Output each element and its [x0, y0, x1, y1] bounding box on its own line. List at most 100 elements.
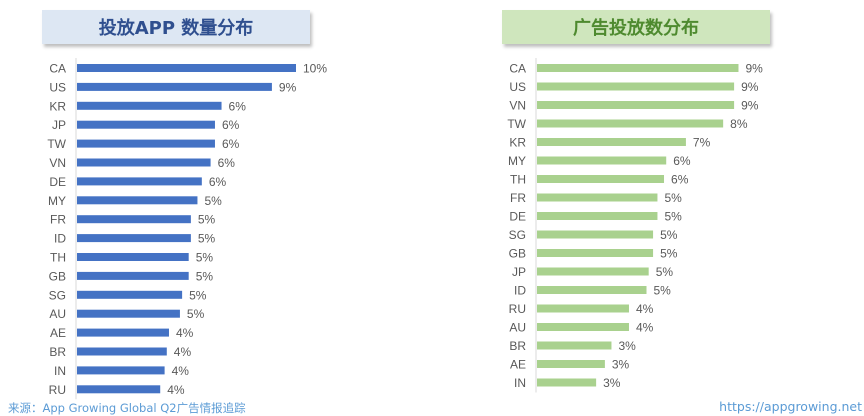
left-bar-ca	[77, 64, 296, 72]
right-bar-kr	[537, 138, 686, 146]
right-bar-in	[537, 378, 597, 387]
left-category-label: KR	[49, 99, 66, 113]
left-data-label: 5%	[189, 288, 207, 302]
right-bar-us	[537, 82, 735, 91]
left-bar-gb	[77, 271, 189, 280]
left-bar-th	[77, 253, 189, 261]
left-category-label: RU	[49, 383, 66, 397]
left-category-label: AE	[50, 326, 66, 340]
right-category-label: DE	[509, 210, 526, 224]
left-chart-title: 投放APP 数量分布	[42, 10, 310, 44]
left-data-label: 5%	[196, 269, 214, 283]
left-category-label: VN	[49, 156, 66, 170]
right-data-label: 5%	[654, 284, 672, 298]
right-bar-vn	[537, 101, 735, 109]
left-data-label: 6%	[222, 137, 240, 151]
source-note: 来源：App Growing Global Q2广告情报追踪	[8, 401, 246, 415]
right-bar-de	[537, 212, 658, 220]
left-data-label: 6%	[222, 118, 240, 132]
left-category-label: JP	[52, 118, 66, 132]
left-bar-fr	[77, 215, 191, 224]
right-data-label: 6%	[673, 154, 691, 168]
left-bar-in	[77, 366, 165, 375]
right-bar-sg	[537, 230, 654, 239]
left-data-label: 5%	[204, 194, 222, 208]
right-data-label: 5%	[664, 191, 682, 205]
left-data-label: 5%	[198, 213, 216, 227]
right-category-label: JP	[512, 265, 526, 279]
right-category-label: FR	[510, 191, 526, 205]
left-category-label: AU	[49, 307, 66, 321]
left-data-label: 4%	[172, 364, 190, 378]
right-bar-fr	[537, 193, 658, 202]
right-data-label: 5%	[656, 265, 674, 279]
left-bar-sg	[77, 290, 183, 299]
right-bar-ca	[537, 64, 739, 72]
right-data-label: 4%	[636, 321, 654, 335]
right-data-label: 3%	[603, 376, 621, 390]
right-category-label: SG	[509, 228, 526, 242]
left-data-label: 5%	[198, 232, 216, 246]
left-category-label: SG	[49, 288, 66, 302]
right-data-label: 5%	[660, 247, 678, 261]
right-category-label: US	[509, 80, 526, 94]
left-category-label: DE	[49, 175, 66, 189]
left-bar-ae	[77, 328, 169, 337]
left-bar-br	[77, 347, 167, 356]
left-bar-au	[77, 309, 180, 318]
right-bar-gb	[537, 249, 654, 257]
right-category-label: RU	[509, 302, 526, 316]
right-bar-br	[537, 341, 612, 350]
left-category-label: FR	[50, 213, 66, 227]
left-category-label: ID	[54, 232, 66, 246]
right-category-label: BR	[509, 339, 526, 353]
right-data-label: 9%	[741, 99, 759, 113]
left-category-label: TH	[50, 251, 66, 265]
left-data-label: 4%	[174, 345, 192, 359]
left-category-label: GB	[49, 269, 66, 283]
right-bar-tw	[537, 119, 724, 128]
left-bar-ru	[77, 385, 161, 394]
right-data-label: 7%	[693, 136, 711, 150]
left-bar-my	[77, 196, 198, 205]
left-data-label: 6%	[218, 156, 236, 170]
right-data-label: 4%	[636, 302, 654, 316]
left-bar-tw	[77, 139, 215, 148]
right-data-label: 8%	[730, 117, 748, 131]
left-data-label: 10%	[303, 62, 327, 76]
right-data-label: 5%	[660, 228, 678, 242]
right-category-label: AU	[509, 321, 526, 335]
right-category-label: ID	[514, 284, 526, 298]
right-bar-ru	[537, 304, 629, 313]
right-bar-jp	[537, 267, 649, 276]
right-data-label: 5%	[664, 210, 682, 224]
left-category-label: TW	[47, 137, 66, 151]
website-link[interactable]: https://appgrowing.net	[719, 399, 862, 414]
left-category-label: US	[49, 80, 66, 94]
right-bar-my	[537, 156, 667, 165]
left-bar-kr	[77, 101, 222, 110]
left-data-label: 6%	[209, 175, 227, 189]
right-category-label: AE	[510, 358, 526, 372]
left-category-label: CA	[49, 62, 66, 76]
right-category-label: TH	[510, 173, 526, 187]
left-category-label: IN	[54, 364, 66, 378]
right-category-label: TW	[507, 117, 526, 131]
right-data-label: 9%	[741, 80, 759, 94]
right-category-label: MY	[508, 154, 526, 168]
right-chart-title: 广告投放数分布	[502, 10, 770, 44]
left-data-label: 4%	[167, 383, 185, 397]
right-category-label: GB	[509, 247, 526, 261]
left-bar-us	[77, 82, 272, 91]
right-bar-ae	[537, 360, 605, 368]
right-category-label: IN	[514, 376, 526, 390]
left-data-label: 9%	[279, 80, 297, 94]
right-data-label: 6%	[671, 173, 689, 187]
right-bar-id	[537, 286, 647, 294]
right-bar-th	[537, 175, 665, 183]
left-bar-jp	[77, 120, 215, 129]
left-bar-de	[77, 177, 202, 186]
left-data-label: 6%	[229, 99, 247, 113]
left-data-label: 4%	[176, 326, 194, 340]
